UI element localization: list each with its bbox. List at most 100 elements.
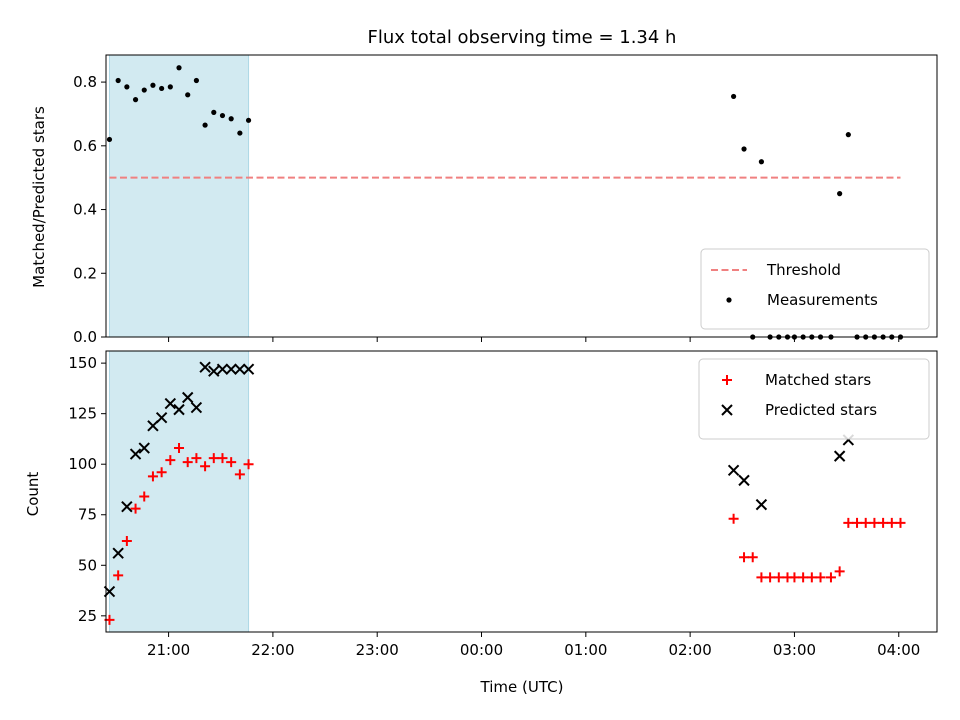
legend-label: Measurements (767, 291, 878, 309)
x-tick-label: 03:00 (773, 641, 816, 659)
predicted-point (147, 420, 159, 432)
matched-point (843, 517, 854, 528)
legend-handle-plus (722, 375, 732, 385)
predicted-point (199, 361, 211, 373)
measurement-point (167, 84, 173, 90)
legend-label: Predicted stars (765, 401, 877, 419)
series-top-0 (106, 65, 904, 340)
matched-point (165, 455, 176, 466)
legend-box (700, 248, 930, 330)
measurement-point (185, 92, 191, 98)
matched-point (234, 469, 245, 480)
matched-point (789, 572, 800, 583)
predicted-point (242, 363, 255, 375)
measurement-point (176, 65, 182, 71)
legend-handle-dot (726, 297, 732, 303)
plot-frame-bottom (105, 350, 938, 633)
measurement-point (837, 191, 843, 197)
predicted-point (129, 448, 142, 460)
predicted-point (833, 450, 846, 462)
shaded-span-bottom (108, 350, 250, 633)
matched-point (798, 572, 809, 583)
measurement-point (211, 109, 217, 115)
predicted-point (727, 464, 740, 476)
x-tick-label: 01:00 (564, 641, 607, 659)
measurement-point (141, 87, 147, 93)
predicted-point (216, 363, 229, 375)
y-tick-label: 0.4 (73, 201, 97, 219)
matched-point (217, 453, 228, 464)
matched-point (747, 552, 758, 563)
matched-point (182, 457, 193, 468)
matched-point (860, 517, 871, 528)
matched-point (869, 517, 880, 528)
shaded-span-top (108, 54, 250, 338)
y-tick-label: 25 (78, 607, 97, 625)
predicted-point (234, 363, 246, 375)
matched-point (139, 491, 150, 502)
y-tick-label: 0.8 (73, 73, 97, 91)
measurement-point (115, 77, 121, 84)
legend-label: Matched stars (765, 371, 871, 389)
matched-point (243, 459, 254, 470)
matched-point (878, 517, 889, 528)
plot-frame-top (105, 54, 938, 338)
matched-point (756, 572, 767, 583)
matched-point (739, 552, 750, 563)
matched-point (773, 572, 784, 583)
measurement-point (228, 116, 234, 122)
predicted-point (173, 403, 185, 416)
x-tick-label: 23:00 (356, 641, 399, 659)
x-tick-label: 22:00 (251, 641, 294, 659)
y-tick-label: 0.2 (73, 264, 97, 282)
matched-point (895, 517, 906, 528)
matched-point (208, 453, 219, 464)
matched-point (121, 536, 132, 547)
matched-point (825, 572, 836, 583)
legend-label: Threshold (766, 261, 841, 279)
predicted-point (208, 365, 220, 377)
top-panel: 0.0 0.2 0.4 0.6 0.8 Threshold Measurements (73, 54, 938, 346)
predicted-point (225, 363, 237, 375)
measurement-point (150, 82, 156, 88)
matched-point (156, 467, 167, 478)
matched-point (852, 517, 863, 528)
predicted-point (112, 547, 124, 559)
predicted-point (755, 498, 768, 511)
matched-point (728, 513, 739, 524)
matched-point (806, 572, 817, 583)
predicted-point (182, 391, 194, 404)
measurement-point (758, 159, 765, 165)
matched-point (765, 572, 776, 583)
predicted-point (738, 474, 750, 487)
predicted-point (138, 442, 150, 454)
matched-point (113, 570, 124, 581)
measurement-point (237, 130, 243, 136)
x-axis-label: Time (UTC) (480, 678, 564, 696)
matched-point (815, 572, 826, 583)
matched-point (191, 453, 202, 464)
y-axis-label-bottom: Count (24, 472, 42, 517)
chart-title: Flux total observing time = 1.34 h (368, 27, 677, 48)
matched-point (886, 517, 897, 528)
matched-point (147, 471, 158, 482)
matched-point (834, 566, 845, 577)
matched-point (130, 503, 141, 514)
legend-handle-x (721, 404, 733, 416)
measurement-point (106, 136, 113, 143)
x-tick-label: 00:00 (460, 641, 503, 659)
bottom-panel: 21:00 22:00 23:00 00:00 01:00 02:00 03:00 04:00… (68, 350, 938, 659)
measurement-point (202, 122, 208, 128)
y-tick-label: 0.0 (73, 328, 97, 346)
series-bottom-1 (103, 361, 855, 598)
predicted-point (155, 412, 168, 424)
measurement-point (245, 117, 252, 123)
predicted-point (164, 397, 177, 410)
x-tick-label: 04:00 (877, 641, 920, 659)
x-tick-label: 21:00 (147, 641, 190, 659)
legend-bottom: Matched stars Predicted stars (698, 358, 930, 440)
y-axis-label-top: Matched/Predicted stars (30, 106, 48, 288)
measurement-point (730, 93, 737, 100)
series-bottom-0 (104, 443, 906, 625)
